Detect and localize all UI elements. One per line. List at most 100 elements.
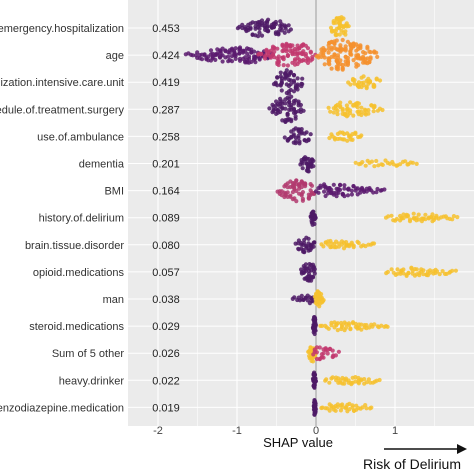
shap-point [385,324,390,329]
shap-point [311,164,316,169]
shap-point [327,408,332,413]
shap-point [284,68,289,73]
shap-point [334,194,339,199]
shap-point [374,76,379,81]
mean-shap-value: 0.201 [152,159,180,171]
shap-point [338,100,343,105]
shap-point [333,408,338,413]
risk-arrow-head-icon [457,444,467,454]
shap-point [285,113,290,118]
shap-point [306,236,311,241]
shap-point [280,99,285,104]
shap-point [335,108,340,113]
shap-point [285,190,290,195]
shap-point [335,112,340,117]
shap-point [343,46,348,52]
shap-point [364,323,369,328]
mean-shap-value: 0.419 [152,77,180,89]
shap-point [401,271,406,276]
shap-point [190,53,195,58]
shap-point [394,216,399,222]
shap-point [299,127,304,132]
shap-point [331,110,336,115]
shap-point [369,405,374,410]
shap-point [306,169,311,174]
shap-point [299,293,304,298]
shap-point [326,50,331,55]
mean-shap-value: 0.057 [152,267,180,279]
shap-point [259,21,265,26]
shap-point [330,375,335,380]
shap-point [313,401,318,406]
shap-point [356,101,361,106]
shap-point [346,186,351,191]
x-tick-label: 1 [392,425,398,437]
shap-point [352,81,357,86]
shap-point [313,407,318,412]
shap-point [248,25,253,30]
beeswarm-points [183,15,460,417]
x-tick-label: 0 [313,425,319,437]
shap-point [389,267,394,272]
shap-point [293,114,298,119]
shap-point [294,178,299,183]
shap-point [359,327,364,332]
shap-point [301,49,306,54]
feature-label: dementia [79,159,125,171]
shap-point [345,55,350,61]
shap-point [308,50,313,55]
shap-point [342,194,347,199]
shap-point [455,215,460,220]
shap-point [375,186,380,192]
shap-point [363,163,368,168]
shap-point [389,213,394,218]
shap-point [283,101,288,106]
shap-point [309,278,314,283]
shap-point [215,52,220,57]
shap-point [326,326,331,331]
shap-point [229,59,235,64]
shap-point [329,66,334,71]
shap-point [342,381,347,386]
shap-point [329,187,334,192]
shap-point [199,57,205,62]
mean-shap-value: 0.022 [152,375,180,387]
shap-point [253,60,258,65]
shap-point [437,272,442,277]
shap-point [208,48,214,53]
shap-point [395,271,400,276]
shap-point [367,60,372,65]
shap-point [335,64,341,70]
mean-shap-value: 0.089 [152,213,180,225]
shap-point [265,20,270,25]
shap-point [280,106,285,111]
shap-point [341,16,346,21]
shap-point [316,190,321,195]
shap-point [313,215,318,220]
shap-point [308,132,313,137]
shap-point [321,298,326,303]
shap-point [344,103,349,108]
shap-point [380,107,385,113]
shap-point [340,67,345,72]
shap-point [293,141,298,146]
shap-point [366,111,371,116]
shap-point [311,158,316,163]
shap-point [372,84,377,89]
shap-point [312,331,317,337]
shap-point [312,267,317,272]
shap-point [338,183,343,188]
shap-point [359,109,364,115]
shap-point [288,87,293,93]
shap-point [300,76,305,81]
shap-point [351,113,356,118]
shap-point [336,349,341,354]
shap-point [345,61,350,66]
x-axis-title: SHAP value [263,435,333,450]
shap-point [338,103,343,109]
shap-point [233,46,238,51]
shap-point [343,32,348,37]
shap-point [364,406,369,411]
shap-point [306,138,311,143]
shap-point [348,111,353,116]
